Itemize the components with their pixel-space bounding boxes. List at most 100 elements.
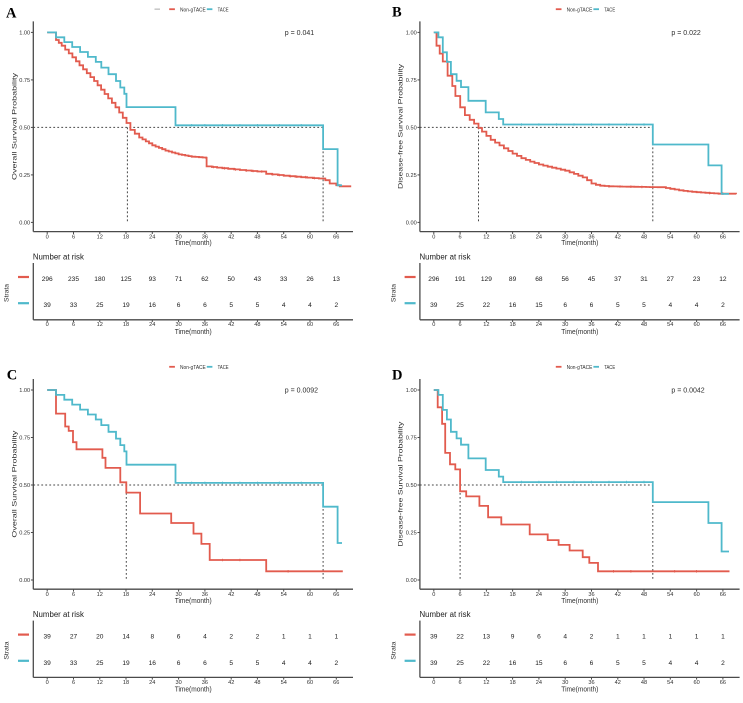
svg-text:2: 2 xyxy=(229,634,233,641)
svg-text:Number at risk: Number at risk xyxy=(420,610,472,619)
svg-text:42: 42 xyxy=(615,234,621,240)
svg-text:296: 296 xyxy=(42,276,53,283)
svg-text:12: 12 xyxy=(97,322,103,328)
svg-text:27: 27 xyxy=(667,276,675,283)
svg-text:36: 36 xyxy=(588,234,594,240)
svg-text:Disease-free Survival Probabil: Disease-free Survival Probability xyxy=(398,421,405,547)
svg-text:Strata: Strata xyxy=(390,641,397,659)
svg-text:6: 6 xyxy=(459,680,462,686)
svg-text:54: 54 xyxy=(281,234,287,240)
svg-text:54: 54 xyxy=(667,592,673,598)
svg-text:1: 1 xyxy=(642,634,646,641)
svg-text:5: 5 xyxy=(256,660,260,667)
svg-text:48: 48 xyxy=(641,322,647,328)
svg-text:36: 36 xyxy=(202,322,208,328)
svg-text:1: 1 xyxy=(721,634,725,641)
svg-text:Time(month): Time(month) xyxy=(561,687,598,694)
svg-text:68: 68 xyxy=(535,276,543,283)
svg-text:24: 24 xyxy=(149,592,155,598)
svg-text:60: 60 xyxy=(693,322,699,328)
svg-text:30: 30 xyxy=(175,234,181,240)
svg-text:Disease-free Survival Probabil: Disease-free Survival Probability xyxy=(398,63,405,189)
svg-text:13: 13 xyxy=(333,276,341,283)
svg-text:30: 30 xyxy=(175,680,181,686)
svg-text:2: 2 xyxy=(721,302,725,309)
svg-text:42: 42 xyxy=(228,592,234,598)
svg-text:C: C xyxy=(7,367,17,383)
svg-text:25: 25 xyxy=(96,302,104,309)
svg-text:0.75: 0.75 xyxy=(406,78,417,84)
svg-text:6: 6 xyxy=(177,660,181,667)
svg-text:1.00: 1.00 xyxy=(19,31,30,37)
svg-text:5: 5 xyxy=(616,660,620,667)
svg-text:Number at risk: Number at risk xyxy=(33,252,85,261)
svg-text:12: 12 xyxy=(483,592,489,598)
svg-text:p = 0.0092: p = 0.0092 xyxy=(285,387,318,394)
svg-text:13: 13 xyxy=(483,634,491,641)
svg-text:6: 6 xyxy=(459,592,462,598)
svg-text:36: 36 xyxy=(588,680,594,686)
svg-text:0.25: 0.25 xyxy=(19,531,30,537)
svg-text:6: 6 xyxy=(590,302,594,309)
svg-text:36: 36 xyxy=(588,592,594,598)
svg-text:0.00: 0.00 xyxy=(406,578,417,584)
svg-text:60: 60 xyxy=(307,322,313,328)
svg-text:39: 39 xyxy=(44,660,52,667)
svg-text:24: 24 xyxy=(536,322,542,328)
svg-text:22: 22 xyxy=(483,302,491,309)
svg-text:18: 18 xyxy=(123,592,129,598)
svg-text:p = 0.022: p = 0.022 xyxy=(671,30,700,37)
svg-text:12: 12 xyxy=(97,234,103,240)
svg-text:Time(month): Time(month) xyxy=(175,598,212,605)
svg-text:0.50: 0.50 xyxy=(19,483,30,489)
svg-text:20: 20 xyxy=(96,634,104,641)
svg-text:89: 89 xyxy=(509,276,517,283)
svg-text:4: 4 xyxy=(282,660,286,667)
svg-text:4: 4 xyxy=(203,634,207,641)
svg-text:180: 180 xyxy=(94,276,105,283)
svg-text:48: 48 xyxy=(641,592,647,598)
svg-text:0: 0 xyxy=(432,592,435,598)
svg-text:48: 48 xyxy=(254,592,260,598)
svg-text:18: 18 xyxy=(509,234,515,240)
svg-text:4: 4 xyxy=(308,660,312,667)
svg-text:36: 36 xyxy=(202,234,208,240)
svg-text:42: 42 xyxy=(615,322,621,328)
svg-text:12: 12 xyxy=(483,680,489,686)
svg-text:25: 25 xyxy=(456,660,464,667)
svg-text:5: 5 xyxy=(229,660,233,667)
svg-text:22: 22 xyxy=(483,660,491,667)
svg-text:1: 1 xyxy=(334,634,338,641)
svg-text:42: 42 xyxy=(615,680,621,686)
svg-text:60: 60 xyxy=(693,234,699,240)
svg-text:25: 25 xyxy=(96,660,104,667)
svg-text:25: 25 xyxy=(456,302,464,309)
svg-text:24: 24 xyxy=(149,680,155,686)
svg-text:B: B xyxy=(392,5,402,21)
svg-text:p = 0.041: p = 0.041 xyxy=(285,30,314,37)
svg-text:36: 36 xyxy=(202,592,208,598)
svg-text:0.50: 0.50 xyxy=(19,126,30,132)
svg-text:37: 37 xyxy=(614,276,622,283)
svg-text:1.00: 1.00 xyxy=(19,388,30,394)
svg-text:4: 4 xyxy=(695,302,699,309)
svg-text:54: 54 xyxy=(667,234,673,240)
svg-text:12: 12 xyxy=(483,234,489,240)
svg-text:Time(month): Time(month) xyxy=(561,240,598,247)
svg-text:p = 0.0042: p = 0.0042 xyxy=(671,387,704,394)
svg-text:0.25: 0.25 xyxy=(19,173,30,179)
svg-text:9: 9 xyxy=(511,634,515,641)
svg-text:125: 125 xyxy=(120,276,131,283)
svg-text:0: 0 xyxy=(432,234,435,240)
svg-text:18: 18 xyxy=(509,592,515,598)
svg-text:54: 54 xyxy=(281,592,287,598)
svg-text:0: 0 xyxy=(432,680,435,686)
svg-text:6: 6 xyxy=(72,322,75,328)
svg-text:71: 71 xyxy=(175,276,183,283)
svg-text:60: 60 xyxy=(693,592,699,598)
svg-text:6: 6 xyxy=(72,592,75,598)
svg-text:6: 6 xyxy=(177,302,181,309)
svg-text:4: 4 xyxy=(695,660,699,667)
svg-text:33: 33 xyxy=(280,276,288,283)
svg-text:5: 5 xyxy=(256,302,260,309)
